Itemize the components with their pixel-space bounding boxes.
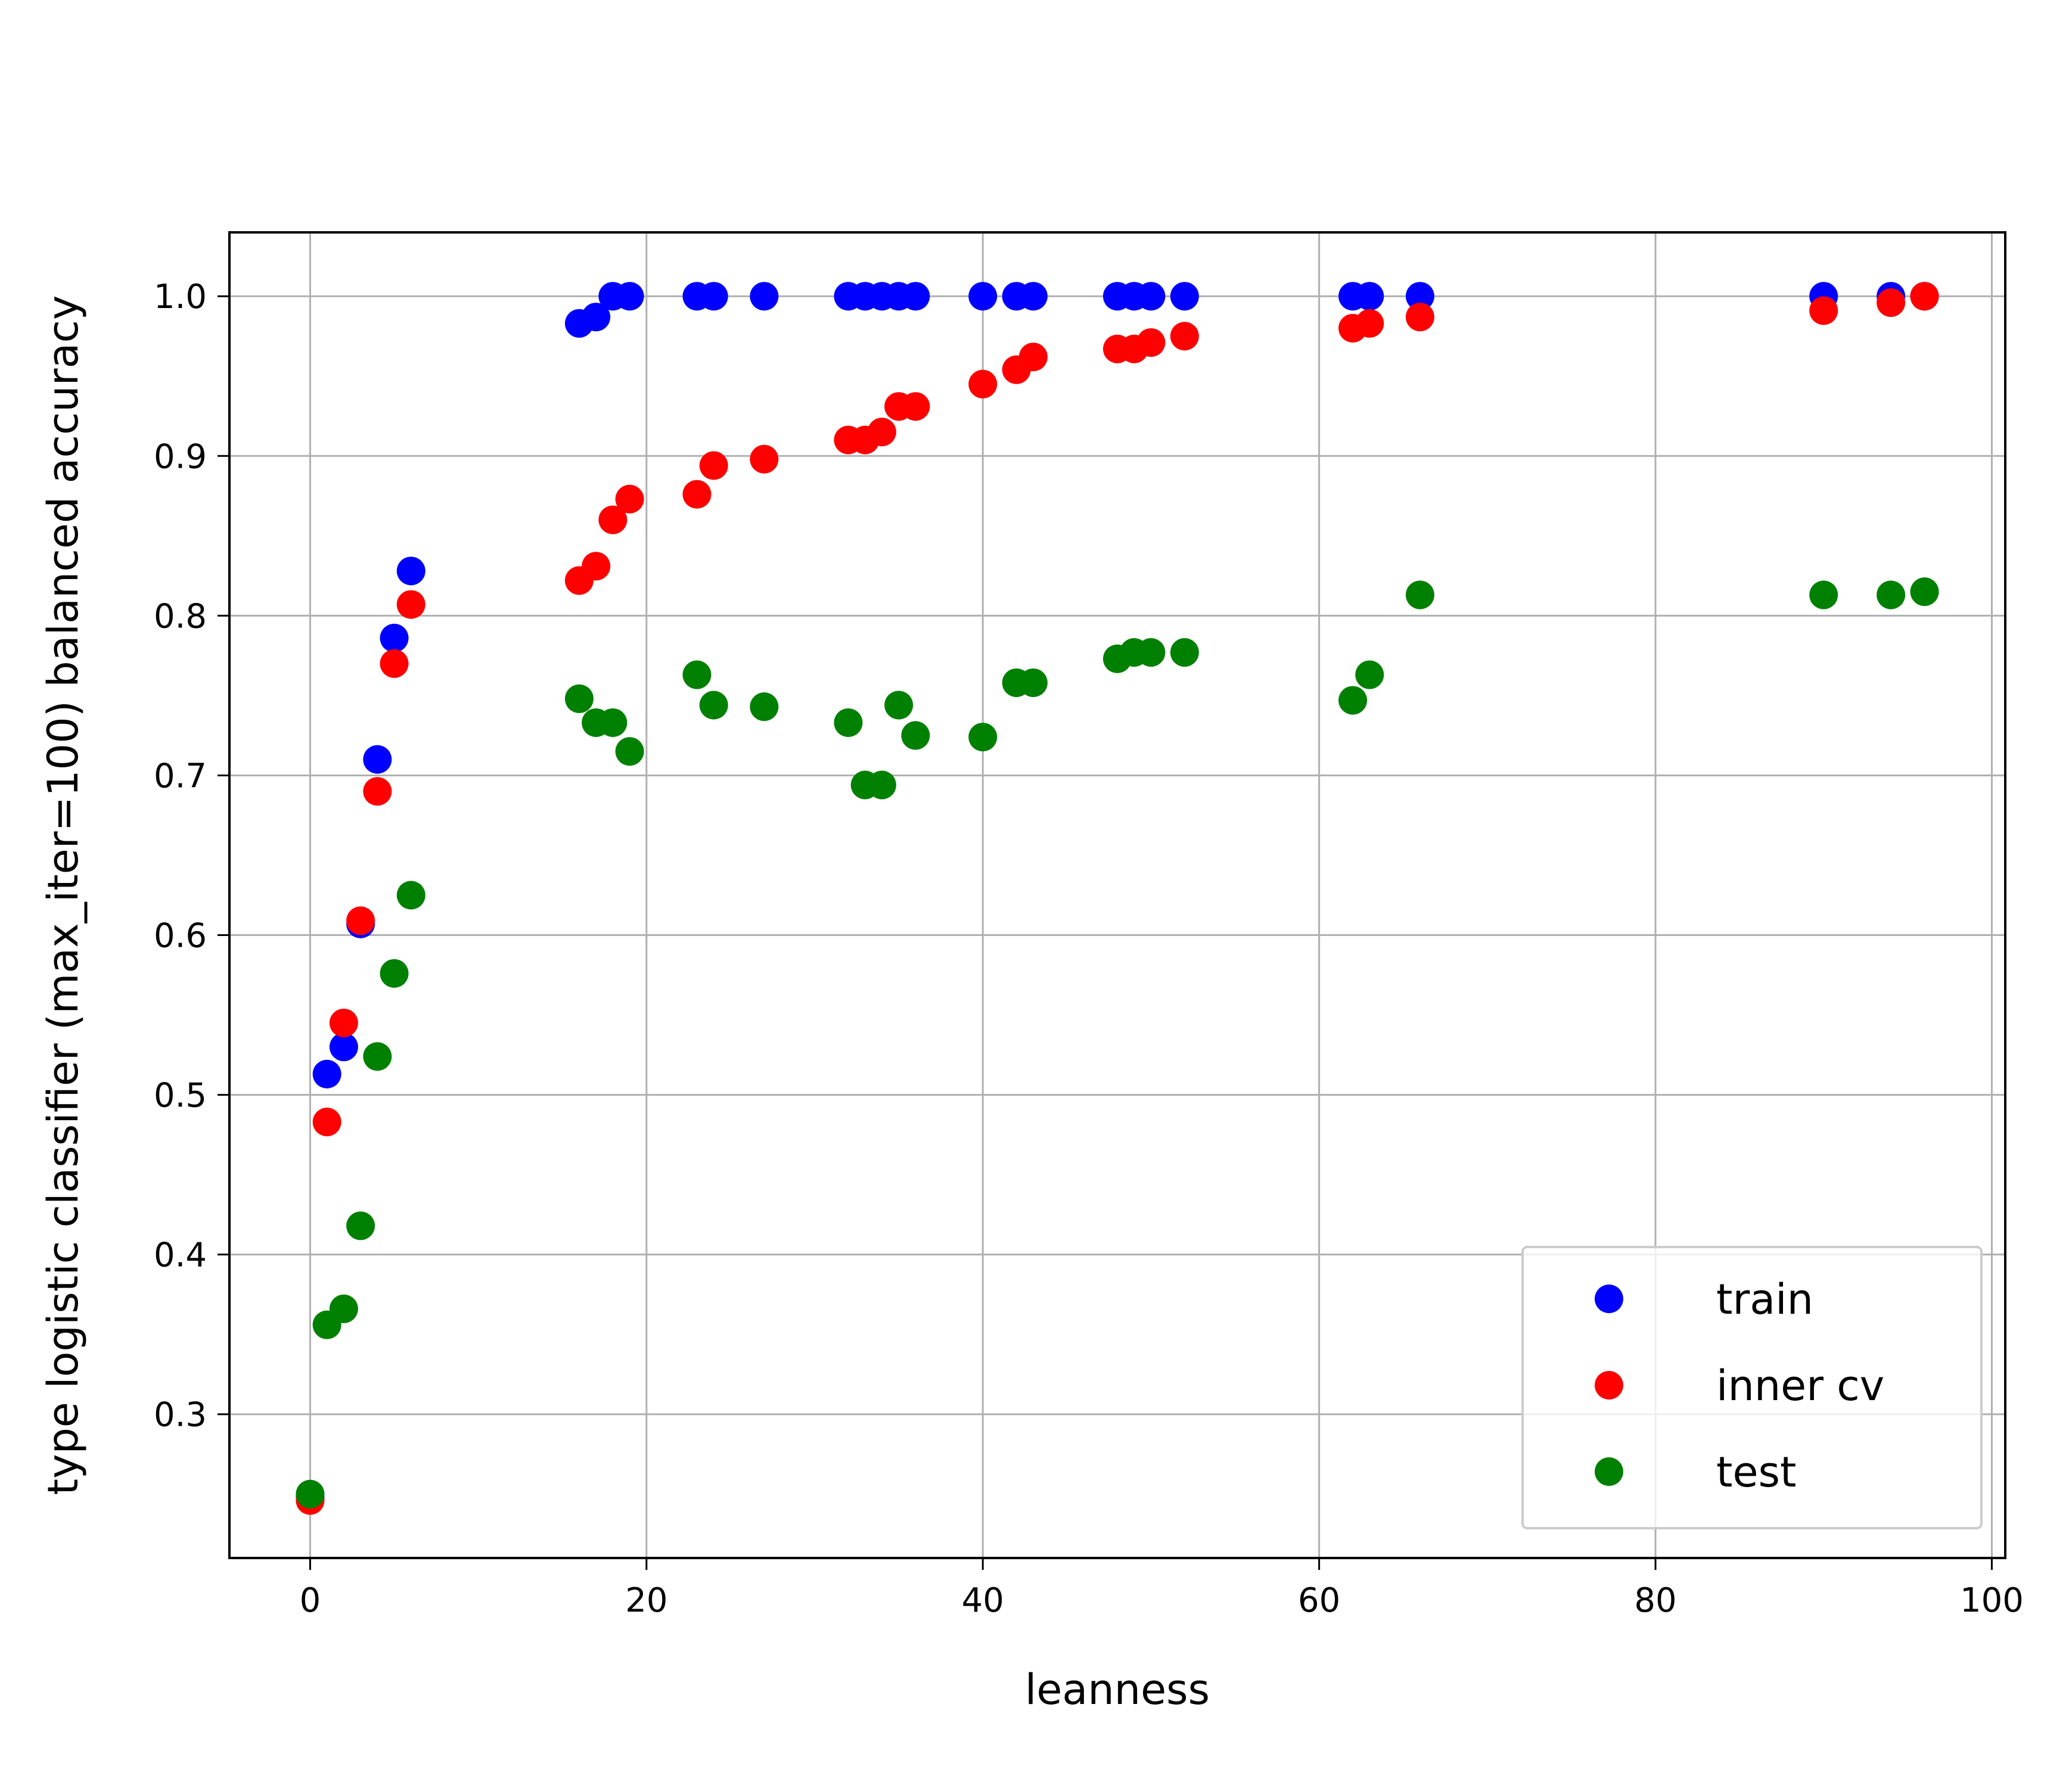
point-train: [396, 556, 425, 586]
point-train: [1136, 282, 1166, 311]
point-inner-cv: [699, 451, 728, 480]
point-inner-cv: [1136, 328, 1166, 357]
point-test: [1809, 580, 1838, 609]
point-test: [1136, 638, 1166, 667]
point-test: [396, 881, 425, 910]
x-tick-label: 20: [625, 1581, 667, 1620]
point-inner-cv: [598, 505, 627, 534]
point-train: [1170, 282, 1199, 311]
axis-ticks: 0 20 40 60 80 100 0.3 0.4 0.5 0.6 0.7 0.8 0.9 1.0: [154, 278, 2024, 1620]
y-tick-label: 0.9: [154, 437, 207, 476]
legend-entry-inner-cv: inner cv: [1595, 1361, 1884, 1410]
legend-entry-train: train: [1595, 1275, 1813, 1324]
point-test: [1170, 638, 1199, 667]
point-test: [1910, 577, 1939, 607]
y-tick-label: 0.3: [154, 1396, 207, 1435]
plot-frame: [228, 231, 2006, 1559]
point-inner-cv: [1355, 309, 1384, 338]
y-tick-label: 0.8: [154, 597, 207, 636]
point-train: [363, 745, 392, 774]
point-train: [1018, 282, 1048, 311]
point-inner-cv: [1809, 296, 1838, 325]
point-inner-cv: [363, 777, 392, 806]
point-inner-cv: [1910, 282, 1939, 311]
y-tick-label: 0.5: [154, 1077, 207, 1115]
point-train: [1405, 282, 1434, 311]
point-test: [682, 660, 712, 689]
point-test: [380, 959, 409, 988]
point-test: [296, 1479, 325, 1509]
point-test: [1355, 660, 1384, 689]
point-train: [750, 282, 779, 311]
point-test: [699, 691, 728, 720]
point-train: [968, 282, 998, 311]
x-tick-label: 60: [1298, 1581, 1340, 1620]
point-train: [1355, 282, 1384, 311]
y-tick-label: 0.4: [154, 1236, 207, 1275]
point-test: [1877, 580, 1906, 609]
point-test: [1018, 668, 1048, 697]
point-test: [346, 1211, 375, 1240]
legend-entry-test: test: [1595, 1448, 1796, 1497]
legend-marker-test: [1595, 1457, 1623, 1486]
y-tick-label: 0.6: [154, 917, 207, 956]
point-test: [564, 684, 594, 713]
x-tick-label: 80: [1634, 1581, 1676, 1620]
point-inner-cv: [329, 1008, 358, 1037]
point-inner-cv: [1877, 288, 1906, 317]
point-train: [329, 1033, 358, 1062]
point-test: [1405, 580, 1434, 609]
point-inner-cv: [901, 392, 930, 421]
point-test: [615, 737, 644, 766]
point-inner-cv: [682, 480, 712, 509]
point-inner-cv: [380, 649, 409, 678]
point-test: [1338, 686, 1368, 715]
legend-box: [1521, 1246, 1983, 1529]
point-inner-cv: [615, 484, 644, 514]
point-inner-cv: [1170, 322, 1199, 351]
point-inner-cv: [396, 590, 425, 619]
point-inner-cv: [750, 444, 779, 474]
point-test: [968, 723, 998, 752]
data-points: [296, 282, 1939, 1515]
point-inner-cv: [312, 1108, 341, 1137]
x-axis-label: leanness: [1025, 1665, 1210, 1714]
legend-marker-inner-cv: [1595, 1371, 1623, 1400]
point-inner-cv: [582, 552, 611, 581]
point-test: [598, 708, 627, 737]
point-test: [834, 708, 863, 737]
point-inner-cv: [867, 418, 896, 447]
point-test: [329, 1294, 358, 1323]
legend-label-train: train: [1716, 1275, 1813, 1324]
y-axis-label: type logistic classifier (max_iter=100) …: [39, 296, 88, 1495]
point-train: [615, 282, 644, 311]
legend-marker-train: [1595, 1285, 1623, 1313]
legend-label-inner-cv: inner cv: [1716, 1361, 1884, 1410]
point-test: [884, 691, 914, 720]
point-test: [750, 692, 779, 722]
point-train: [380, 623, 409, 652]
point-inner-cv: [1018, 343, 1048, 372]
x-tick-label: 0: [300, 1581, 321, 1620]
point-train: [699, 282, 728, 311]
point-test: [901, 721, 930, 750]
legend-label-test: test: [1716, 1448, 1796, 1497]
y-tick-label: 1.0: [154, 278, 207, 316]
point-train: [582, 303, 611, 332]
point-test: [363, 1042, 392, 1071]
point-train: [901, 282, 930, 311]
point-test: [867, 770, 896, 800]
y-tick-label: 0.7: [154, 757, 207, 795]
point-inner-cv: [968, 369, 998, 399]
x-tick-label: 100: [1960, 1581, 2024, 1620]
point-train: [312, 1059, 341, 1089]
legend: train inner cv test: [1521, 1246, 1983, 1529]
point-inner-cv: [1405, 303, 1434, 332]
x-tick-label: 40: [962, 1581, 1004, 1620]
point-inner-cv: [346, 906, 375, 935]
